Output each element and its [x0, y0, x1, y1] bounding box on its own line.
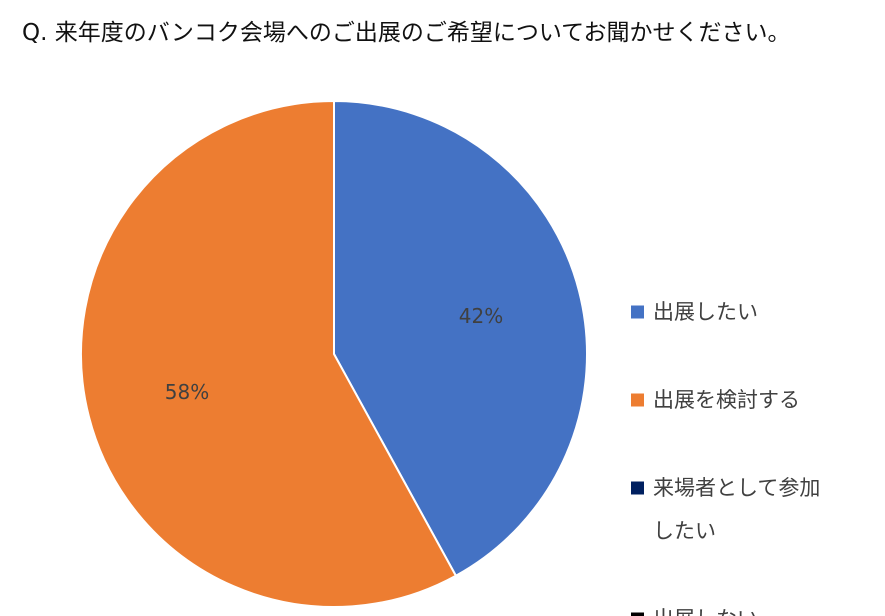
legend-item-2: 出展を検討する	[631, 388, 800, 412]
legend-item-1: 出展したい	[631, 300, 758, 324]
legend-swatch-2	[631, 393, 644, 407]
pie-slices	[80, 99, 588, 608]
legend-item-3: 来場者として参加したい	[631, 476, 820, 543]
legend-item-4: 出展しない	[631, 607, 758, 616]
legend-label-1: 出展したい	[653, 300, 758, 324]
legend-swatch-1	[631, 305, 644, 319]
legend-label-4: 出展しない	[653, 607, 758, 616]
legend-swatch-3	[631, 481, 644, 495]
pie-slice-labels: 42% 58%	[165, 304, 503, 404]
pie-slice-2	[80, 99, 458, 608]
chart-title: Q. 来年度のバンコク会場へのご出展のご希望についてお聞かせください。	[22, 20, 791, 46]
legend-label-2: 出展を検討する	[653, 388, 800, 412]
legend-swatch-4	[631, 612, 644, 616]
legend-label-3: 来場者として参加したい	[653, 476, 820, 543]
legend: 出展したい出展を検討する来場者として参加したい出展しない	[631, 300, 820, 616]
slice-value-label-2: 58%	[165, 380, 209, 404]
pie-slice-1	[333, 99, 588, 578]
slice-value-label-1: 42%	[459, 304, 503, 328]
